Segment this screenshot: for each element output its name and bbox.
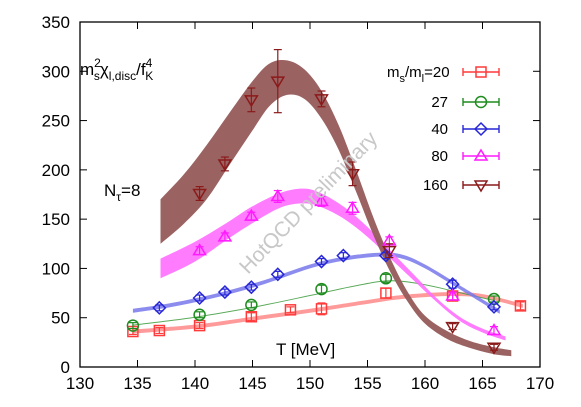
x-axis-title: T [MeV] <box>276 340 335 359</box>
y-tick-label: 150 <box>42 210 70 229</box>
legend-marker-160 <box>473 180 489 193</box>
legend-markers <box>462 66 500 193</box>
data-point-20 <box>514 300 527 312</box>
y-tick-label: 350 <box>42 13 70 32</box>
data-point-20 <box>153 324 166 337</box>
axis-layer: 130 135 140 145 150 155 160 165 170 0 50 100 150 200 2… <box>42 13 555 393</box>
y-tick-label: 200 <box>42 161 70 180</box>
y-label-m: m <box>80 60 94 79</box>
x-tick-label: 165 <box>468 374 496 393</box>
y-tick-label: 250 <box>42 112 70 131</box>
annotation-tau: τ <box>116 190 121 204</box>
y-label-sup-1: 2 <box>94 56 101 70</box>
data-point-20 <box>245 310 258 323</box>
data-point-160 <box>192 188 207 201</box>
annotation-ntau: Nτ=8 <box>104 181 140 204</box>
legend-title-m: m <box>387 64 400 81</box>
y-tick-label: 0 <box>61 358 70 377</box>
y-label-slash-f: /f <box>136 60 146 79</box>
band-series-20 <box>132 292 523 334</box>
data-point-80 <box>314 193 329 207</box>
annotation-n: N <box>104 181 116 200</box>
data-point-80 <box>445 288 460 301</box>
y-label-chi: χ <box>100 60 109 79</box>
data-point-40 <box>244 280 259 295</box>
legend-title-sub-s: s <box>400 73 406 85</box>
data-point-40 <box>314 254 329 269</box>
data-point-27 <box>379 272 393 285</box>
legend-marker-20 <box>475 66 487 78</box>
legend: ms/ml=20 27 40 80 160 <box>387 64 500 194</box>
data-point-160 <box>486 342 502 355</box>
band-series-80 <box>160 188 506 341</box>
data-point-27 <box>315 282 328 296</box>
legend-label-3: 80 <box>431 148 448 165</box>
legend-title-sub-l: l <box>422 73 424 85</box>
data-point-20 <box>315 303 328 315</box>
x-tick-label: 135 <box>123 374 151 393</box>
x-tick-label: 140 <box>181 374 209 393</box>
legend-label-4: 160 <box>423 177 448 194</box>
y-tick-label: 100 <box>42 259 70 278</box>
legend-marker-40 <box>473 121 489 137</box>
data-point-160 <box>270 76 286 89</box>
legend-title: ms/ml=20 <box>387 64 450 85</box>
data-point-160 <box>314 94 329 107</box>
y-axis-label: m2 sχl,disc/f4 K <box>80 56 153 83</box>
data-point-80 <box>244 208 259 221</box>
data-point-40 <box>152 300 167 315</box>
data-point-40 <box>486 299 502 314</box>
legend-marker-80 <box>473 148 489 161</box>
legend-title-eq: = <box>424 64 433 81</box>
data-point-160 <box>445 321 460 335</box>
y-label-sub-disc: l,disc <box>109 69 136 83</box>
data-point-40 <box>217 285 232 300</box>
legend-label-2: 40 <box>431 121 448 138</box>
band-layer <box>132 59 523 357</box>
data-point-20 <box>284 304 297 316</box>
x-tick-label: 130 <box>66 374 94 393</box>
x-tick-label: 155 <box>353 374 381 393</box>
x-tick-label: 170 <box>526 374 554 393</box>
data-point-80 <box>192 243 207 256</box>
data-point-27 <box>126 319 140 332</box>
legend-marker-27 <box>474 95 488 109</box>
data-point-40 <box>336 248 351 263</box>
data-point-80 <box>486 323 502 336</box>
legend-title-slash-m: /m <box>405 64 422 81</box>
band-series-40 <box>132 252 500 314</box>
y-label-sup-4: 4 <box>146 56 153 70</box>
data-point-80 <box>217 229 233 242</box>
data-point-80 <box>345 200 360 214</box>
data-point-160 <box>382 245 397 259</box>
band-series-160 <box>160 59 512 357</box>
annotation-eq: =8 <box>121 181 140 200</box>
data-point-27 <box>245 298 258 312</box>
data-point-160 <box>345 169 360 182</box>
x-tick-label: 145 <box>238 374 266 393</box>
x-tick-label: 150 <box>296 374 324 393</box>
y-tick-label: 50 <box>51 309 70 328</box>
x-tick-label: 160 <box>411 374 439 393</box>
data-point-80 <box>270 189 286 202</box>
y-label-sub-k: K <box>145 69 153 83</box>
data-point-40 <box>192 290 207 306</box>
legend-label-0: 20 <box>433 64 450 81</box>
data-point-40 <box>270 267 285 282</box>
data-point-27 <box>193 308 206 322</box>
data-point-160 <box>244 95 259 108</box>
legend-label-1: 27 <box>431 94 448 111</box>
y-tick-label: 300 <box>42 62 70 81</box>
point-layer <box>126 48 527 355</box>
data-point-20 <box>380 287 392 299</box>
data-point-160 <box>217 159 233 172</box>
band-series-27 <box>132 280 494 326</box>
y-label-sub-s: s <box>94 69 100 83</box>
